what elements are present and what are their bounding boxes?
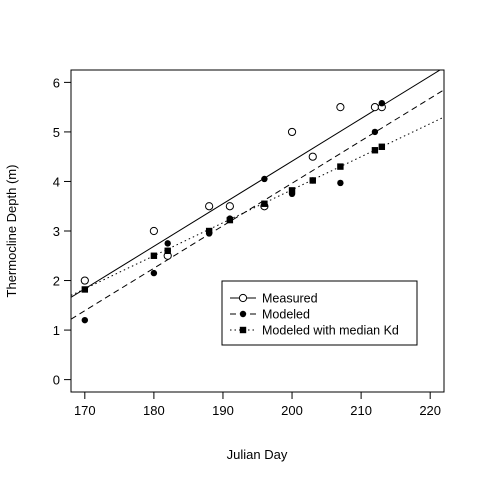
legend: Measured Modeled Modeled with median Kd — [221, 280, 418, 346]
x-axis: 170 180 190 200 210 220 — [74, 392, 441, 418]
modeled-point — [164, 240, 171, 247]
legend-label: Modeled with median Kd — [262, 324, 399, 338]
modeled-median-kd-point — [226, 216, 234, 224]
modeled-median-kd-point — [164, 247, 171, 255]
y-tick-label: 6 — [53, 75, 60, 90]
plot-area — [71, 70, 444, 324]
fit-line-dotted — [71, 116, 444, 296]
fit-line-solid — [71, 70, 441, 298]
measured-point — [80, 276, 89, 285]
x-tick-label: 210 — [350, 403, 372, 418]
modeled-median-kd-point — [205, 227, 213, 235]
modeled-point — [261, 175, 268, 183]
measured-point — [149, 226, 158, 236]
legend-label: Measured — [262, 292, 318, 306]
modeled-point — [81, 316, 89, 324]
modeled-point — [371, 128, 379, 136]
modeled-median-kd-point — [337, 163, 344, 170]
modeled-median-kd-point — [239, 326, 247, 334]
measured-point — [287, 127, 297, 137]
legend-label: Modeled — [262, 308, 310, 322]
y-tick-label: 0 — [53, 373, 60, 388]
x-tick-label: 190 — [212, 403, 234, 418]
modeled-median-kd-point — [371, 147, 379, 154]
modeled-median-kd-point — [288, 187, 296, 194]
y-tick-label: 4 — [53, 174, 60, 189]
modeled-median-kd-point — [261, 200, 268, 207]
modeled-median-kd-point — [150, 252, 158, 259]
modeled-point — [150, 269, 158, 277]
y-tick-label: 3 — [53, 224, 60, 239]
fit-line-dashed — [71, 89, 444, 320]
y-axis-label: Thermocline Depth (m) — [4, 165, 19, 298]
measured-point — [225, 202, 234, 211]
modeled-median-kd-point — [309, 177, 316, 184]
modeled-point — [378, 99, 386, 107]
measured-point — [370, 103, 380, 112]
modeled-point — [337, 179, 344, 187]
x-tick-label: 200 — [281, 403, 303, 418]
y-tick-label: 2 — [53, 274, 60, 289]
measured-point — [336, 103, 345, 112]
modeled-point — [239, 310, 247, 318]
x-tick-label: 220 — [419, 403, 441, 418]
legend-box — [221, 280, 418, 346]
modeled-median-kd-point — [81, 286, 89, 293]
x-tick-label: 180 — [143, 403, 165, 418]
x-axis-label: Julian Day — [227, 447, 288, 462]
y-tick-label: 1 — [53, 323, 60, 338]
measured-point — [308, 152, 317, 161]
measured-point — [238, 293, 248, 303]
y-axis: 0 1 2 3 4 5 6 — [53, 75, 71, 388]
x-tick-label: 170 — [74, 403, 96, 418]
measured-point — [205, 202, 214, 211]
modeled-median-kd-point — [378, 143, 386, 150]
y-tick-label: 5 — [53, 125, 60, 140]
